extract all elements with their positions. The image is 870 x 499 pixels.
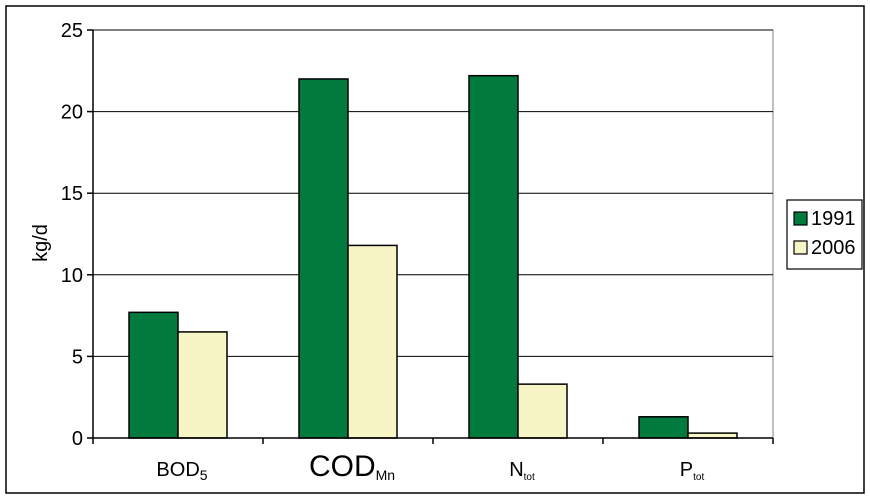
- x-category-label: CODMn: [309, 450, 395, 483]
- legend-swatch-2006: [793, 240, 808, 255]
- x-category-label: BOD5: [156, 459, 207, 483]
- category-subscript: Mn: [376, 467, 395, 483]
- category-subscript: tot: [693, 472, 704, 483]
- category-subscript: 5: [200, 467, 208, 483]
- bar-1991-bod: [128, 311, 179, 439]
- bar-1991-p: [638, 416, 689, 439]
- bar-1991-cod: [298, 78, 349, 439]
- legend-swatch-1991: [793, 211, 808, 226]
- legend: 1991 2006: [786, 199, 863, 270]
- y-tick-label: 5: [72, 346, 83, 368]
- y-tick-label: 10: [61, 265, 83, 287]
- bar-2006-bod: [177, 331, 228, 439]
- bar-2006-cod: [347, 244, 398, 439]
- y-tick-label: 0: [72, 428, 83, 450]
- category-main: P: [680, 459, 693, 481]
- x-category-label: Ntot: [509, 459, 535, 483]
- y-tick-label: 20: [61, 102, 83, 124]
- bar-2006-n: [517, 383, 568, 439]
- x-category-labels: BOD5 CODMn Ntot Ptot: [156, 450, 704, 483]
- legend-label-1991: 1991: [811, 208, 856, 230]
- category-subscript: tot: [524, 472, 535, 483]
- category-main: N: [509, 459, 523, 481]
- bar-1991-n: [468, 74, 519, 439]
- y-axis-label: kg/d: [30, 224, 52, 262]
- bars: [128, 74, 738, 439]
- category-main: COD: [309, 450, 376, 483]
- y-tick-label: 25: [61, 20, 83, 42]
- axes: [87, 29, 774, 444]
- legend-label-2006: 2006: [811, 237, 856, 259]
- y-tick-label: 15: [61, 183, 83, 205]
- x-category-label: Ptot: [680, 459, 705, 483]
- y-tick-labels: 0 5 10 15 20 25: [61, 20, 83, 450]
- category-main: BOD: [156, 459, 199, 481]
